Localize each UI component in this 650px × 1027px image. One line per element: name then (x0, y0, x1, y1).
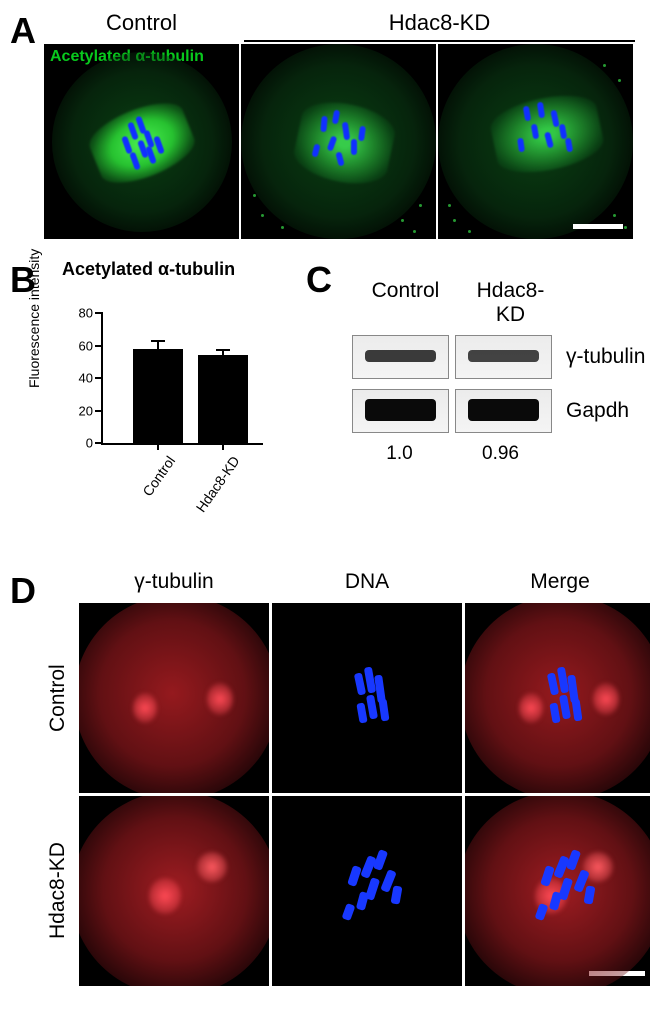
panelA-image-row: Acetylated α-tubulin (44, 44, 640, 239)
lane-label-control: Control (358, 279, 453, 327)
bar-chart: Fluorescence intensity 020406080ControlH… (46, 288, 276, 548)
bar (198, 355, 248, 443)
d-col-dna: DNA (272, 570, 462, 600)
quant-control: 1.0 (352, 443, 447, 465)
panelA-img-kd1 (241, 44, 436, 239)
chart-title: Acetylated α-tubulin (62, 259, 276, 280)
blot-row: Gapdh (352, 389, 645, 433)
panel-a: A Control Hdac8-KD Acetylated α-tubulin (10, 10, 640, 239)
panelA-kd-header: Hdac8-KD (239, 10, 640, 44)
panel-letter-d: D (10, 570, 36, 612)
panelA-control-label: Control (44, 10, 239, 40)
blot-protein-name: γ-tubulin (566, 345, 645, 369)
blot-lane (455, 335, 552, 379)
panelD-grid: γ-tubulin DNA Merge Control Hdac8-KD (40, 570, 650, 986)
blot-protein-name: Gapdh (566, 399, 629, 423)
panel-c: C Control Hdac8-KD γ-tubulin Gapdh 1.0 0.… (306, 259, 645, 465)
d-img-control-merge (465, 603, 650, 793)
d-row-kd: Hdac8-KD (40, 796, 76, 986)
d-img-kd-merge (465, 796, 650, 986)
d-img-control-dna (272, 603, 462, 793)
blot-lane-labels: Control Hdac8-KD (358, 279, 645, 327)
quant-row: 1.0 0.96 (352, 443, 645, 465)
d-img-kd-gtub (79, 796, 269, 986)
d-row-control: Control (40, 603, 76, 793)
d-col-gtubulin: γ-tubulin (79, 570, 269, 600)
ytick-label: 40 (63, 371, 93, 386)
scalebar-a (573, 224, 623, 229)
panel-d: D γ-tubulin DNA Merge Control Hdac8-KD (10, 570, 640, 986)
d-col-merge: Merge (465, 570, 650, 600)
blot-lane (455, 389, 552, 433)
blot-lane (352, 389, 449, 433)
panel-letter-c: C (306, 259, 332, 465)
d-img-control-gtub (79, 603, 269, 793)
plot-area: 020406080ControlHdac8-KD (101, 313, 263, 445)
ytick-label: 20 (63, 403, 93, 418)
ytick-label: 80 (63, 306, 93, 321)
d-img-kd-dna (272, 796, 462, 986)
bar-xlabel: Hdac8-KD (193, 453, 243, 515)
y-axis-title: Fluorescence intensity (26, 249, 42, 388)
panel-b: B Acetylated α-tubulin Fluorescence inte… (10, 259, 276, 548)
bar (133, 349, 183, 443)
bar-xlabel: Control (139, 453, 178, 499)
ytick-label: 60 (63, 338, 93, 353)
quant-kd: 0.96 (453, 443, 548, 465)
panelA-img-control: Acetylated α-tubulin (44, 44, 239, 239)
ytick-label: 0 (63, 436, 93, 451)
panelA-kd-label: Hdac8-KD (239, 10, 640, 36)
lane-label-kd: Hdac8-KD (463, 279, 558, 327)
blot-lane (352, 335, 449, 379)
panel-letter-a: A (10, 10, 36, 52)
panelA-img-kd2 (438, 44, 633, 239)
blot-row: γ-tubulin (352, 335, 645, 379)
